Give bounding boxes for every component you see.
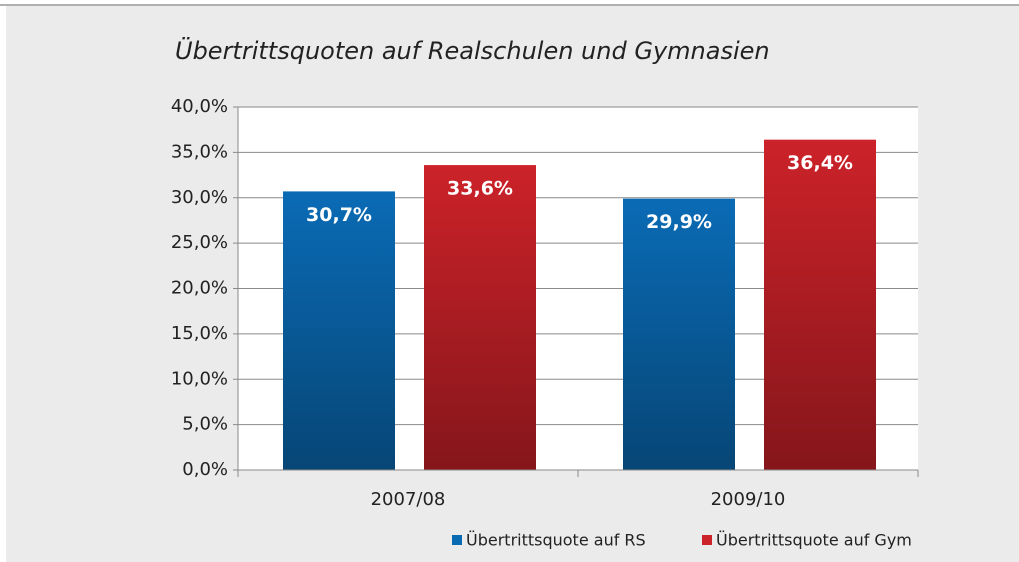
x-tick-label: 2007/08 [371, 489, 446, 510]
y-tick-label: 25,0% [171, 232, 228, 253]
y-tick-label: 20,0% [171, 278, 228, 299]
legend-swatch [702, 535, 712, 545]
bar-shade [424, 165, 536, 470]
x-tick-label: 2009/10 [711, 489, 786, 510]
value-label: 33,6% [447, 178, 513, 200]
y-tick-label: 30,0% [171, 187, 228, 208]
legend-swatch [452, 535, 462, 545]
bar-shade [764, 139, 876, 471]
value-label: 30,7% [306, 204, 372, 226]
y-tick-label: 35,0% [171, 141, 228, 162]
legend-label: Übertrittsquote auf Gym [716, 531, 912, 550]
y-tick-label: 10,0% [171, 368, 228, 389]
y-tick-label: 5,0% [182, 414, 228, 435]
value-label: 36,4% [787, 152, 853, 174]
y-tick-label: 15,0% [171, 323, 228, 344]
bar-shade [283, 191, 395, 470]
value-label: 29,9% [646, 211, 712, 233]
bar-shade [623, 198, 735, 470]
y-tick-label: 40,0% [171, 96, 228, 117]
chart-title: Übertrittsquoten auf Realschulen und Gym… [175, 36, 770, 65]
legend-label: Übertrittsquote auf RS [466, 531, 646, 550]
y-tick-label: 0,0% [182, 459, 228, 480]
